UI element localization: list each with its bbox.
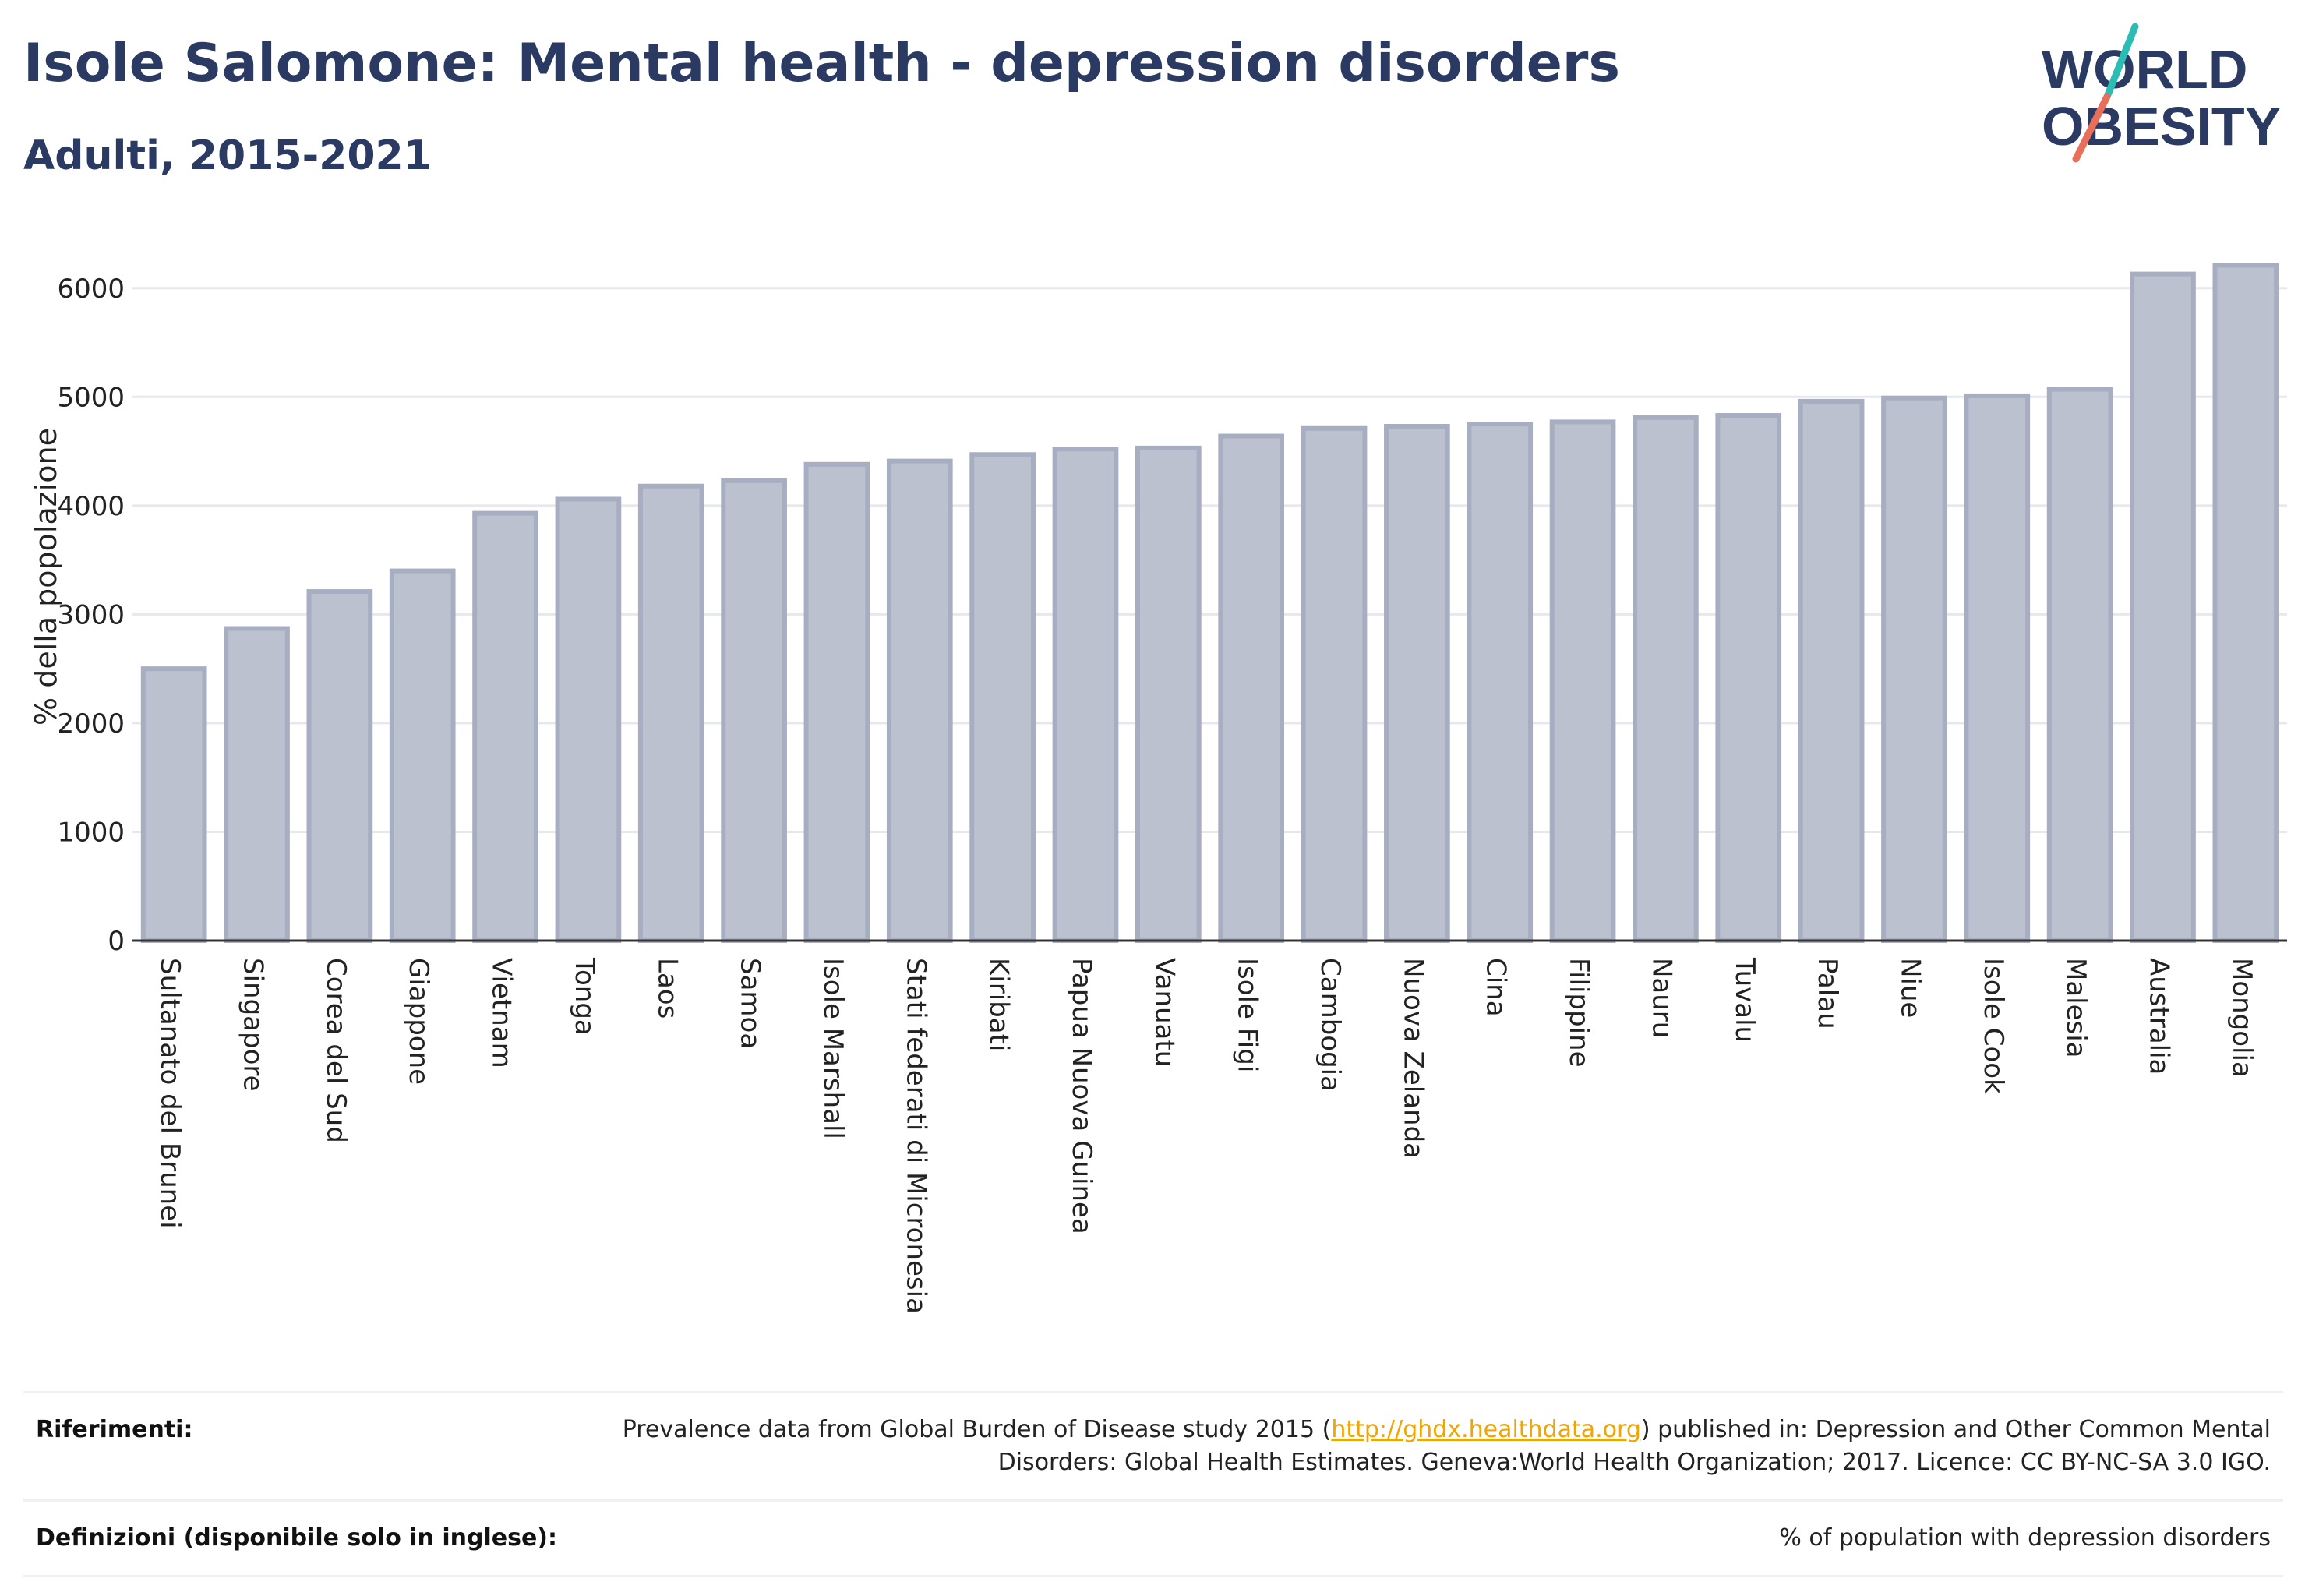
y-axis-label: % della popolazione	[29, 428, 63, 726]
logo-slash-bottom	[2072, 93, 2111, 163]
references-label: Riferimenti:	[36, 1416, 193, 1443]
y-tick-label: 0	[108, 926, 125, 957]
references-text-before: Prevalence data from Global Burden of Di…	[622, 1416, 1332, 1443]
bar[interactable]	[1467, 422, 1534, 943]
x-category-label: Nauru	[1646, 958, 1677, 1038]
bar[interactable]	[306, 589, 373, 943]
bar[interactable]	[1301, 425, 1368, 943]
bar[interactable]	[1549, 419, 1616, 943]
gridlines	[132, 287, 2287, 833]
references-text: Prevalence data from Global Burden of Di…	[595, 1414, 2271, 1479]
y-tick-label: 2000	[57, 708, 125, 740]
x-axis-categories: Sultanato del Brunei Singapore Corea del S…	[154, 957, 2257, 1314]
bar[interactable]	[1798, 398, 1865, 943]
x-category-label: Laos	[651, 958, 683, 1019]
bar[interactable]	[2046, 387, 2113, 944]
x-category-label: Malesia	[2060, 958, 2091, 1058]
world-obesity-logo[interactable]: WORLD OBESITY	[2026, 22, 2291, 170]
x-category-label: Mongolia	[2226, 958, 2257, 1078]
bar[interactable]	[1964, 393, 2031, 943]
x-category-label: Giappone	[403, 958, 434, 1085]
x-category-label: Isole Cook	[1978, 958, 2009, 1094]
bar[interactable]	[803, 461, 870, 943]
y-tick-label: 4000	[57, 491, 125, 522]
bar[interactable]	[1135, 445, 1202, 943]
bar[interactable]	[721, 478, 787, 943]
definitions-row: Definizioni (disponibile solo in inglese…	[23, 1499, 2283, 1577]
x-category-label: Tonga	[569, 957, 600, 1036]
bar[interactable]	[1715, 413, 1782, 943]
x-category-label: Singapore	[238, 958, 269, 1092]
references-text-after: ) published in: Depression and Other Com…	[997, 1416, 2271, 1476]
logo-slash-top	[2103, 23, 2139, 101]
x-category-label: Kiribati	[983, 958, 1015, 1051]
bar[interactable]	[224, 626, 290, 943]
x-category-label: Isole Marshall	[817, 958, 849, 1139]
x-category-label: Vanuatu	[1149, 958, 1180, 1067]
x-category-label: Filippine	[1563, 958, 1594, 1067]
chart-subtitle: Adulti, 2015-2021	[23, 132, 432, 179]
definitions-text: % of population with depression disorder…	[1779, 1524, 2271, 1552]
y-tick-label: 3000	[57, 599, 125, 630]
bar[interactable]	[1384, 423, 1450, 943]
bar[interactable]	[140, 666, 207, 944]
x-category-label: Sultanato del Brunei	[154, 958, 185, 1229]
y-tick-label: 5000	[57, 382, 125, 413]
bar[interactable]	[472, 510, 538, 943]
x-category-label: Cambogia	[1315, 958, 1346, 1092]
footer: Riferimenti: Prevalence data from Global…	[23, 1391, 2283, 1577]
x-category-label: Nuova Zelanda	[1397, 958, 1428, 1159]
x-category-label: Cina	[1481, 958, 1512, 1017]
bar[interactable]	[969, 452, 1036, 943]
definitions-label: Definizioni (disponibile solo in inglese…	[36, 1524, 557, 1552]
x-category-label: Corea del Sud	[320, 958, 351, 1143]
x-category-label: Samoa	[735, 958, 766, 1049]
y-tick-label: 6000	[57, 274, 125, 305]
references-link[interactable]: http://ghdx.healthdata.org	[1331, 1416, 1641, 1443]
bar-chart: 0 1000 2000 3000 4000 5000 6000 Sultanato del …	[29, 263, 2287, 1314]
bar[interactable]	[637, 483, 704, 943]
bar[interactable]	[389, 568, 456, 943]
bar[interactable]	[1881, 395, 1947, 943]
bars	[140, 263, 2279, 944]
bar[interactable]	[2130, 271, 2196, 944]
references-row: Riferimenti: Prevalence data from Global…	[23, 1391, 2283, 1499]
bar[interactable]	[886, 458, 953, 943]
x-category-label: Tuvalu	[1729, 957, 1760, 1043]
x-category-label: Palau	[1812, 958, 1843, 1029]
bar[interactable]	[1218, 433, 1285, 943]
bar[interactable]	[2212, 263, 2279, 944]
bar[interactable]	[1052, 447, 1119, 943]
x-category-label: Niue	[1894, 958, 1926, 1018]
x-category-label: Papua Nuova Guinea	[1066, 958, 1097, 1234]
x-category-label: Stati federati di Micronesia	[900, 958, 931, 1314]
y-axis-ticks: 0 1000 2000 3000 4000 5000 6000	[57, 274, 125, 957]
x-category-label: Isole Figi	[1232, 958, 1263, 1072]
logo-line1: WORLD	[2042, 39, 2247, 100]
bar[interactable]	[1633, 415, 1699, 943]
x-category-label: Vietnam	[486, 958, 517, 1068]
x-category-label: Australia	[2143, 958, 2174, 1075]
chart-title: Isole Salomone: Mental health - depressi…	[23, 33, 1620, 94]
y-tick-label: 1000	[57, 817, 125, 848]
bar[interactable]	[555, 496, 622, 943]
